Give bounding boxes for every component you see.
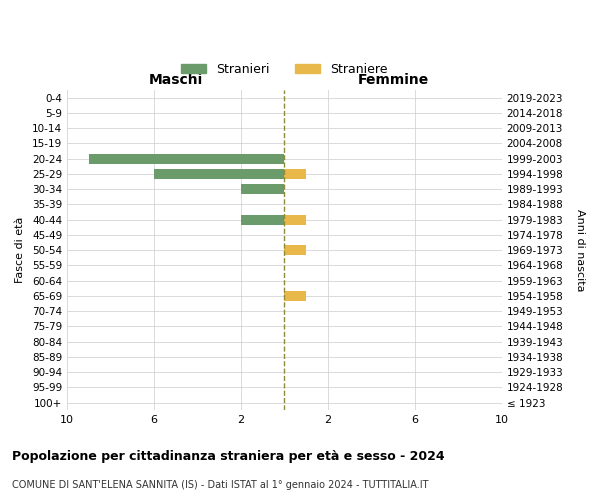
Y-axis label: Anni di nascita: Anni di nascita	[575, 209, 585, 292]
Text: Femmine: Femmine	[358, 72, 428, 86]
Bar	[241, 184, 284, 194]
Bar	[284, 245, 306, 255]
Text: Maschi: Maschi	[149, 72, 203, 86]
Bar	[154, 169, 284, 179]
Bar	[241, 214, 284, 224]
Legend: Stranieri, Straniere: Stranieri, Straniere	[176, 58, 392, 81]
Bar	[284, 214, 306, 224]
Y-axis label: Fasce di età: Fasce di età	[15, 217, 25, 283]
Text: Popolazione per cittadinanza straniera per età e sesso - 2024: Popolazione per cittadinanza straniera p…	[12, 450, 445, 463]
Bar	[89, 154, 284, 164]
Text: COMUNE DI SANT'ELENA SANNITA (IS) - Dati ISTAT al 1° gennaio 2024 - TUTTITALIA.I: COMUNE DI SANT'ELENA SANNITA (IS) - Dati…	[12, 480, 428, 490]
Bar	[284, 291, 306, 300]
Bar	[284, 169, 306, 179]
